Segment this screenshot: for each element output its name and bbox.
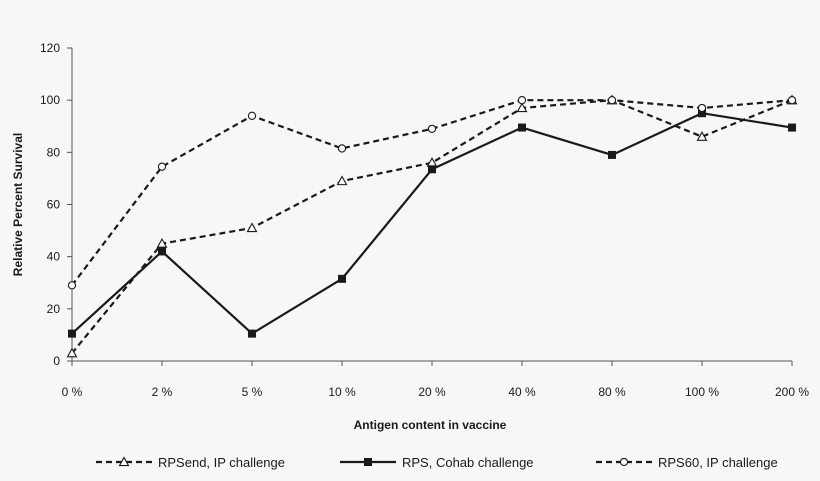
data-point — [248, 329, 256, 338]
y-tick-label: 0 — [53, 354, 60, 368]
series-line — [71, 99, 793, 354]
legend-item-1: RPSend, IP challenge — [96, 455, 285, 470]
x-tick-label: 200 % — [775, 385, 809, 399]
data-point — [697, 103, 707, 113]
data-point — [427, 124, 437, 134]
data-point — [246, 222, 258, 233]
legend-label: RPS60, IP challenge — [658, 455, 778, 470]
data-point — [66, 347, 78, 358]
y-tick-label: 80 — [47, 145, 61, 159]
data-point — [338, 274, 346, 283]
legend-label: RPSend, IP challenge — [158, 455, 285, 470]
data-point — [696, 131, 708, 141]
data-point — [158, 247, 166, 256]
data-point — [68, 329, 76, 338]
axes — [71, 48, 792, 362]
y-tick-label: 100 — [40, 93, 60, 107]
data-point — [337, 144, 347, 153]
legend-marker — [118, 456, 130, 467]
data-point — [156, 237, 168, 248]
y-tick-label: 120 — [40, 41, 60, 55]
y-axis-ticks: 0 20 40 60 80 100 120 — [40, 41, 72, 368]
data-point — [788, 123, 796, 132]
data-point — [787, 96, 797, 105]
x-tick-label: 0 % — [62, 385, 83, 399]
x-axis-ticks: 0 % 2 % 5 % 10 % 20 % 40 % 80 % 100 % 200 % — [62, 361, 809, 399]
series-3 — [67, 96, 797, 290]
legend-item-3: RPS60, IP challenge — [596, 455, 778, 470]
legend-marker — [364, 458, 372, 466]
series-line — [71, 112, 793, 335]
x-tick-label: 100 % — [685, 385, 719, 399]
data-point — [157, 162, 167, 171]
data-point — [516, 102, 528, 113]
legend-label: RPS, Cohab challenge — [402, 455, 534, 470]
series-layer — [66, 94, 798, 358]
data-point — [518, 123, 526, 132]
data-point — [428, 165, 436, 174]
legend: RPSend, IP challenge RPS, Cohab challenge… — [96, 455, 778, 470]
legend-item-2: RPS, Cohab challenge — [340, 455, 534, 470]
y-tick-label: 20 — [47, 302, 61, 316]
data-point — [517, 96, 527, 105]
series-2 — [68, 109, 796, 338]
y-tick-label: 60 — [47, 198, 61, 212]
x-axis-title: Antigen content in vaccine — [354, 418, 507, 432]
data-point — [247, 111, 257, 120]
data-point — [67, 281, 77, 290]
data-point — [336, 175, 348, 186]
x-tick-label: 5 % — [242, 385, 263, 399]
y-axis-title: Relative Percent Survival — [11, 133, 25, 276]
x-tick-label: 40 % — [508, 385, 536, 399]
legend-marker — [619, 457, 629, 467]
x-tick-label: 10 % — [328, 385, 356, 399]
y-tick-label: 40 — [47, 250, 61, 264]
series-1 — [66, 94, 798, 358]
data-point — [698, 109, 706, 118]
data-point — [607, 96, 617, 105]
x-tick-label: 2 % — [152, 385, 173, 399]
data-point — [608, 150, 616, 159]
x-tick-label: 80 % — [598, 385, 626, 399]
x-tick-label: 20 % — [418, 385, 446, 399]
